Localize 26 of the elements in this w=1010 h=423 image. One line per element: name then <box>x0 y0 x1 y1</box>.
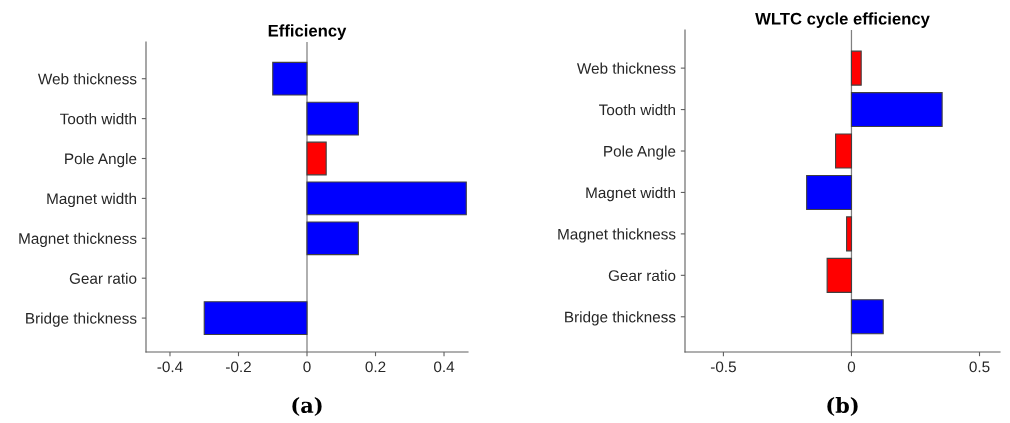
y-tick-label: Magnet width <box>47 192 136 208</box>
y-tick-label: Magnet thickness <box>19 232 137 247</box>
x-tick-label: 0 <box>303 361 311 373</box>
y-tick-label: Bridge thickness <box>565 311 676 326</box>
y-tick-label: Web thickness <box>37 73 137 85</box>
chart-title: WLTC cycle efficiency <box>755 12 930 28</box>
x-tick-label: -0.4 <box>157 361 183 373</box>
chart-title: Efficiency <box>268 24 347 40</box>
y-tick-label: Magnet thickness <box>558 228 676 243</box>
x-tick-label: -0.2 <box>226 361 251 373</box>
x-tick-label: 0 <box>847 361 856 373</box>
y-tick-label: Tooth width <box>599 104 675 116</box>
y-tick-label: Gear ratio <box>608 269 676 282</box>
x-tick-label: 0.4 <box>434 361 455 373</box>
text: (b) <box>827 396 858 416</box>
y-tick-label: Tooth width <box>60 113 136 125</box>
y-tick-label: Pole Angle <box>604 145 676 160</box>
y-tick-label: Gear ratio <box>69 272 137 284</box>
text: (a) <box>292 396 322 416</box>
x-tick-label: 0.5 <box>969 361 990 373</box>
y-tick-label: Bridge thickness <box>26 312 137 327</box>
y-tick-label: Magnet width <box>586 186 675 202</box>
y-tick-label: Pole Angle <box>65 152 137 168</box>
y-tick-label: Web thickness <box>576 62 676 74</box>
x-tick-label: -0.5 <box>710 361 736 373</box>
x-tick-label: 0.2 <box>365 361 386 373</box>
